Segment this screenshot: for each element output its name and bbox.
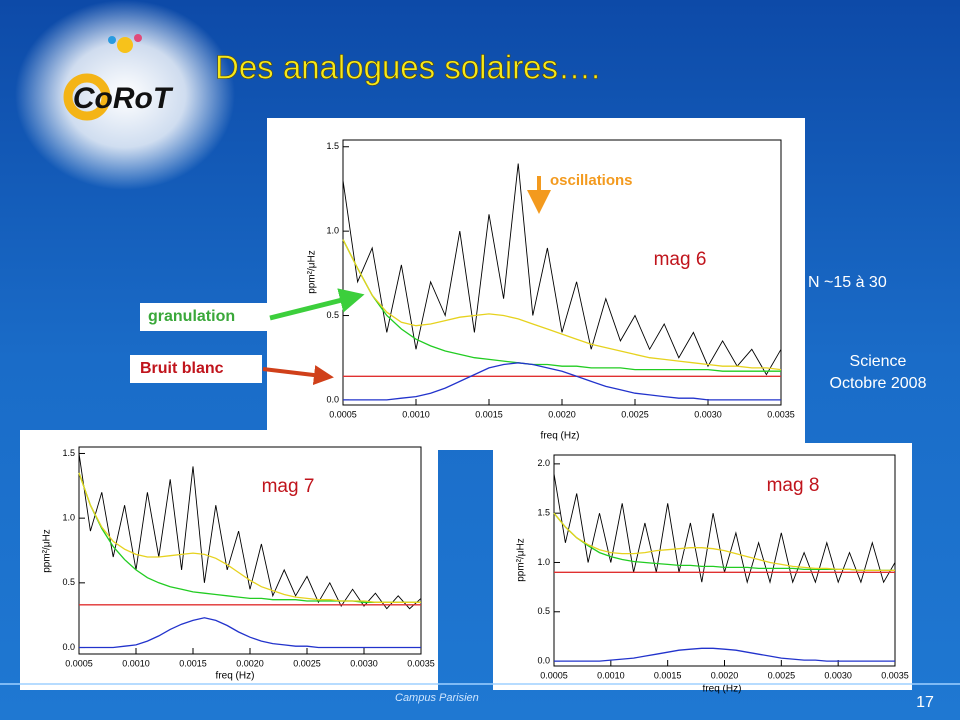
x-axis-label: freq (Hz) <box>703 684 742 695</box>
source: Science <box>850 353 907 370</box>
footer: Campus Parisien <box>395 692 479 704</box>
y-tick-label: 0.5 <box>326 310 339 320</box>
y-tick-label: 1.5 <box>326 141 339 151</box>
logo-text: CoRoT <box>73 82 174 115</box>
source: Octobre 2008 <box>830 375 927 392</box>
x-tick-label: 0.0025 <box>293 658 321 668</box>
slide-title: Des analogues solaires…. <box>215 49 600 86</box>
x-tick-label: 0.0035 <box>767 409 795 419</box>
x-tick-label: 0.0010 <box>597 670 625 680</box>
x-tick-label: 0.0015 <box>475 409 503 419</box>
logo: CoRoT <box>63 34 174 121</box>
series-line <box>554 647 895 662</box>
x-axis-label: freq (Hz) <box>216 671 255 682</box>
y-tick-label: 1.0 <box>326 226 339 236</box>
y-tick-label: 0.5 <box>537 606 550 616</box>
x-tick-label: 0.0015 <box>654 670 682 680</box>
logo-glow <box>15 0 235 190</box>
arrow <box>269 288 365 321</box>
x-tick-label: 0.0015 <box>179 658 207 668</box>
chart: 0.0005 0.0010 0.0015 0.0020 0.0025 0.0030 0.00… <box>20 430 438 690</box>
x-tick-label: 0.0035 <box>407 658 435 668</box>
x-tick-label: 0.0030 <box>694 409 722 419</box>
x-tick-label: 0.0020 <box>548 409 576 419</box>
x-tick-label: 0.0025 <box>621 409 649 419</box>
series-line <box>79 617 421 649</box>
chart-panel <box>20 430 438 690</box>
n-range: N ~15 à 30 <box>808 274 887 291</box>
label-box <box>140 303 267 331</box>
x-tick-label: 0.0030 <box>350 658 378 668</box>
y-tick-label: 1.5 <box>62 448 75 458</box>
x-tick-label: 0.0005 <box>329 409 357 419</box>
arrow <box>262 365 334 385</box>
white-noise-label: Bruit blanc <box>140 360 224 377</box>
series-line <box>553 512 895 572</box>
annotation: mag 6 <box>654 249 707 270</box>
y-axis-label: ppm²/μHz <box>516 538 527 582</box>
x-tick-label: 0.0025 <box>768 670 796 680</box>
logo-sun <box>117 37 133 53</box>
series-line <box>78 472 421 603</box>
series-line <box>342 239 781 372</box>
logo-dot <box>108 36 116 44</box>
series-line <box>342 163 782 376</box>
x-tick-label: 0.0020 <box>236 658 264 668</box>
x-tick-label: 0.0005 <box>540 670 568 680</box>
y-tick-label: 0.0 <box>62 642 75 652</box>
x-tick-label: 0.0035 <box>881 670 909 680</box>
y-tick-label: 1.5 <box>537 508 550 518</box>
granulation-label: granulation <box>148 308 235 325</box>
chart: 0.0005 0.0010 0.0015 0.0020 0.0025 0.0030 0.00… <box>493 443 912 695</box>
x-tick-label: 0.0010 <box>122 658 150 668</box>
series-line <box>342 239 782 371</box>
y-tick-label: 1.0 <box>62 513 75 523</box>
y-tick-label: 0.5 <box>62 577 75 587</box>
label-box <box>130 355 262 383</box>
x-tick-label: 0.0005 <box>65 658 93 668</box>
x-tick-label: 0.0030 <box>824 670 852 680</box>
charts: 0.0005 0.0010 0.0015 0.0020 0.0025 0.0030 0.00… <box>20 118 912 695</box>
series-line <box>343 362 781 401</box>
logo-dot <box>134 34 142 42</box>
annotation: oscillations <box>550 172 633 189</box>
y-tick-label: 2.0 <box>537 458 550 468</box>
y-tick-label: 1.0 <box>537 557 550 567</box>
page-number: 17 <box>916 694 934 711</box>
chart: 0.0005 0.0010 0.0015 0.0020 0.0025 0.0030 0.00… <box>267 118 805 450</box>
annotation: mag 8 <box>767 475 820 496</box>
chart-panel <box>267 118 805 450</box>
y-axis-label: ppm²/μHz <box>307 250 318 294</box>
annotation: mag 7 <box>262 476 315 497</box>
y-tick-label: 0.0 <box>537 655 550 665</box>
x-tick-label: 0.0010 <box>402 409 430 419</box>
x-tick-label: 0.0020 <box>711 670 739 680</box>
y-tick-label: 0.0 <box>326 394 339 404</box>
logo-ring <box>63 73 111 121</box>
y-axis-label: ppm²/μHz <box>42 529 53 573</box>
series-line <box>78 472 421 603</box>
x-axis-label: freq (Hz) <box>541 431 580 442</box>
